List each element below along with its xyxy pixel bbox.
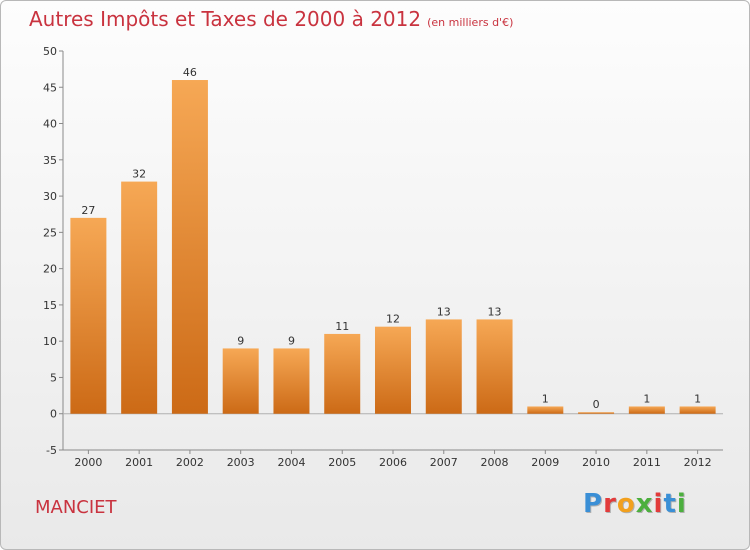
value-label: 9: [288, 334, 295, 347]
value-label: 1: [694, 392, 701, 405]
y-tick-label: 30: [43, 190, 57, 203]
x-tick-label: 2002: [176, 456, 204, 469]
y-tick-label: 35: [43, 154, 57, 167]
bar-2001: [121, 181, 158, 414]
x-tick-label: 2011: [633, 456, 661, 469]
x-tick-label: 2003: [227, 456, 255, 469]
value-label: 11: [335, 320, 349, 333]
y-tick-label: 0: [50, 408, 57, 421]
logo-letter: t: [663, 489, 677, 519]
bar-2002: [171, 80, 208, 414]
logo-letter: r: [603, 489, 617, 519]
logo-letter: i: [676, 489, 687, 519]
commune-name: MANCIET: [35, 497, 117, 518]
value-label: 13: [488, 305, 502, 318]
y-tick-label: 40: [43, 118, 57, 131]
bar-2008: [476, 319, 513, 414]
x-tick-label: 2012: [684, 456, 712, 469]
bar-2005: [324, 333, 361, 414]
value-label: 13: [437, 305, 451, 318]
value-label: 0: [593, 398, 600, 411]
y-tick-label: 50: [43, 45, 57, 58]
y-tick-label: 15: [43, 299, 57, 312]
x-tick-label: 2006: [379, 456, 407, 469]
x-tick-label: 2009: [531, 456, 559, 469]
y-tick-label: -5: [46, 444, 57, 457]
x-tick-label: 2008: [481, 456, 509, 469]
bar-2007: [425, 319, 462, 414]
value-label: 1: [643, 392, 650, 405]
bar-2010: [578, 412, 615, 414]
value-label: 27: [81, 204, 95, 217]
chart-title-unit: (en milliers d'€): [427, 16, 514, 29]
bar-2003: [222, 348, 259, 414]
y-tick-label: 10: [43, 335, 57, 348]
value-label: 46: [183, 66, 197, 79]
value-label: 1: [542, 392, 549, 405]
proxiti-logo: Proxiti: [583, 489, 687, 519]
bar-2004: [273, 348, 310, 414]
bar-2006: [375, 326, 411, 414]
bar-2009: [527, 406, 564, 414]
chart-title: Autres Impôts et Taxes de 2000 à 2012 (en…: [29, 7, 513, 31]
x-tick-label: 2001: [125, 456, 153, 469]
bar-2000: [70, 217, 107, 414]
bar-2012: [679, 406, 716, 414]
y-tick-label: 5: [50, 371, 57, 384]
x-tick-label: 2007: [430, 456, 458, 469]
x-tick-label: 2005: [328, 456, 356, 469]
y-tick-label: 20: [43, 263, 57, 276]
value-label: 9: [237, 334, 244, 347]
value-label: 12: [386, 313, 400, 326]
logo-letter: i: [653, 489, 664, 519]
x-tick-label: 2000: [74, 456, 102, 469]
y-tick-label: 25: [43, 226, 57, 239]
x-tick-label: 2004: [277, 456, 305, 469]
logo-letter: x: [635, 489, 654, 519]
value-label: 32: [132, 168, 146, 181]
y-tick-label: 45: [43, 81, 57, 94]
x-tick-label: 2010: [582, 456, 610, 469]
chart-title-main: Autres Impôts et Taxes de 2000 à 2012: [29, 7, 422, 31]
bar-2011: [628, 406, 665, 414]
logo-letter: o: [616, 489, 636, 519]
logo-letter: P: [583, 489, 604, 519]
